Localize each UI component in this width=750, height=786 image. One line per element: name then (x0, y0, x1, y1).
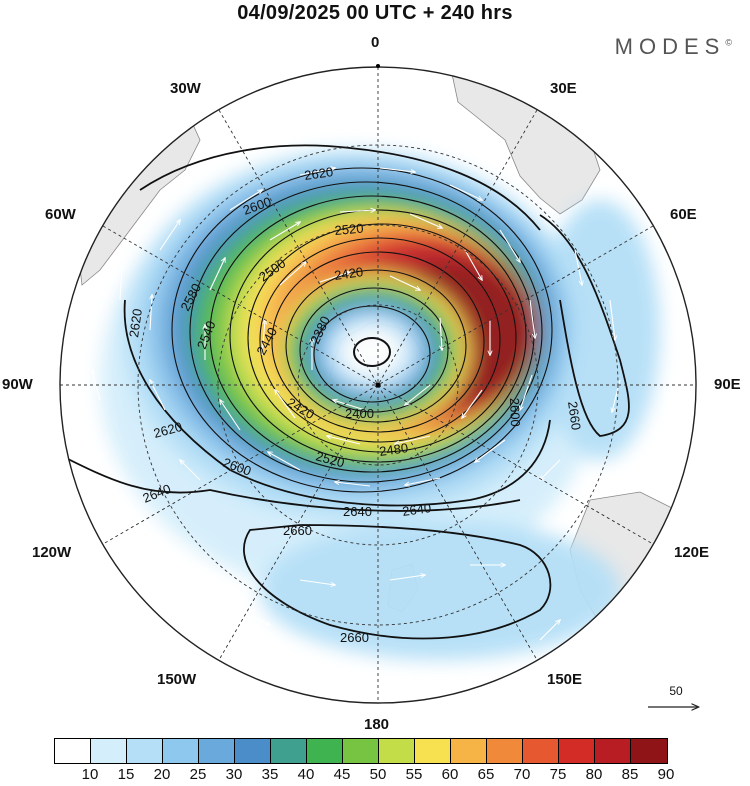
colorbar: 10 15 20 25 30 35 40 45 50 55 60 65 70 75 80 85 90 (54, 738, 675, 786)
contour-label: 2660 (565, 400, 584, 431)
colorbar-tick-label: 45 (333, 766, 351, 783)
lon-label-120e: 120E (674, 544, 710, 561)
colorbar-tick-label: 50 (369, 766, 387, 783)
arrow-right-icon (648, 698, 706, 714)
contour-label: 2480 (378, 440, 409, 459)
contour-label: 2600 (507, 398, 523, 427)
colorbar-swatch (163, 739, 199, 763)
lon-label-90e: 90E (714, 376, 741, 393)
lon-label-150e: 150E (547, 671, 583, 688)
colorbar-tick-label: 15 (117, 766, 135, 783)
contour-label: 2420 (333, 264, 364, 283)
contour-label: 2520 (334, 221, 364, 238)
colorbar-swatch (415, 739, 451, 763)
lon-label-90w: 90W (2, 376, 33, 393)
colorbar-swatch (595, 739, 631, 763)
colorbar-swatch (523, 739, 559, 763)
colorbar-swatch (127, 739, 163, 763)
contour-label: 2520 (314, 448, 346, 470)
colorbar-tick-label: 90 (657, 766, 675, 783)
colorbar-ticks: 10 15 20 25 30 35 40 45 50 55 60 65 70 75 80 85 90 (54, 764, 675, 786)
colorbar-tick-label: 25 (189, 766, 207, 783)
colorbar-swatch (487, 739, 523, 763)
colorbar-tick-label: 35 (261, 766, 279, 783)
colorbar-tick-label: 85 (621, 766, 639, 783)
colorbar-swatch (379, 739, 415, 763)
lon-label-150w: 150W (157, 671, 197, 688)
colorbar-swatch (91, 739, 127, 763)
colorbar-tick-label: 75 (549, 766, 567, 783)
colorbar-tick-label: 40 (297, 766, 315, 783)
colorbar-swatch (307, 739, 343, 763)
modes-logo: MODES© (614, 34, 732, 59)
colorbar-swatch (631, 739, 667, 763)
lon-label-60w: 60W (45, 206, 76, 223)
contour-label: 2620 (126, 308, 145, 339)
colorbar-tick-label: 30 (225, 766, 243, 783)
wind-vectors (92, 168, 621, 641)
top-marker (376, 64, 380, 68)
contour-label: 2400 (345, 406, 374, 421)
lon-label-60e: 60E (670, 206, 697, 223)
vector-scale: 50 (646, 684, 706, 719)
colorbar-swatch (55, 739, 91, 763)
colorbar-swatch (235, 739, 271, 763)
graticule (60, 67, 696, 703)
colorbar-swatch (559, 739, 595, 763)
colorbar-tick-label: 70 (513, 766, 531, 783)
lon-label-0: 0 (371, 34, 380, 51)
pole-marker (375, 382, 381, 388)
colorbar-tick-label: 55 (405, 766, 423, 783)
lon-label-30w: 30W (170, 80, 201, 97)
contour-label: 2660 (283, 523, 312, 538)
colorbar-swatch (271, 739, 307, 763)
wind-speed-shading (100, 150, 660, 660)
colorbar-tick-label: 10 (81, 766, 99, 783)
colorbar-tick-label: 60 (441, 766, 459, 783)
colorbar-tick-label: 65 (477, 766, 495, 783)
contour-label: 2660 (340, 630, 369, 645)
map-title: 04/09/2025 00 UTC + 240 hrs (237, 2, 513, 24)
contour-label: 2640 (343, 504, 372, 519)
colorbar-tick-label: 20 (153, 766, 171, 783)
colorbar-swatch (199, 739, 235, 763)
colorbar-swatch (451, 739, 487, 763)
contour-label: 2620 (303, 164, 334, 183)
contour-label: 2640 (401, 500, 432, 519)
colorbar-swatch (343, 739, 379, 763)
lon-label-120w: 120W (32, 544, 72, 561)
lon-label-180: 180 (364, 716, 390, 733)
colorbar-swatches (54, 738, 668, 764)
contour-label: 2620 (152, 419, 184, 441)
vector-scale-value: 50 (669, 684, 683, 698)
colorbar-tick-label: 80 (585, 766, 603, 783)
lon-label-30e: 30E (550, 80, 577, 97)
